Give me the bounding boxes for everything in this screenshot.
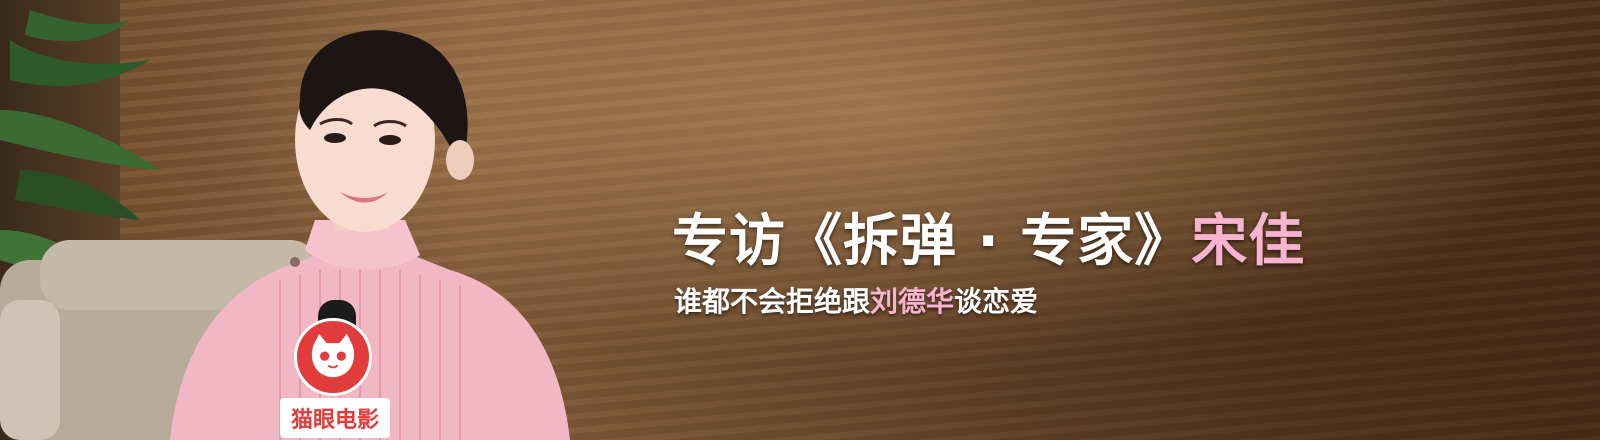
subtitle-part1: 谁都不会拒绝跟 <box>674 285 871 318</box>
mic-brand-label: 猫眼电影 <box>280 398 390 438</box>
interviewee-figure <box>170 30 570 440</box>
subtitle-highlight: 刘德华 <box>870 285 955 318</box>
subtitle-part2: 谈恋爱 <box>954 285 1039 318</box>
headline-prefix: 专访《拆弹 · 专家》 <box>672 209 1192 274</box>
headline-title: 专访《拆弹 · 专家》宋佳 <box>672 196 1305 277</box>
cat-face-icon <box>294 318 372 396</box>
subtitle: 谁都不会拒绝跟刘德华谈恋爱 <box>674 280 1038 320</box>
headline-name: 宋佳 <box>1191 209 1306 274</box>
